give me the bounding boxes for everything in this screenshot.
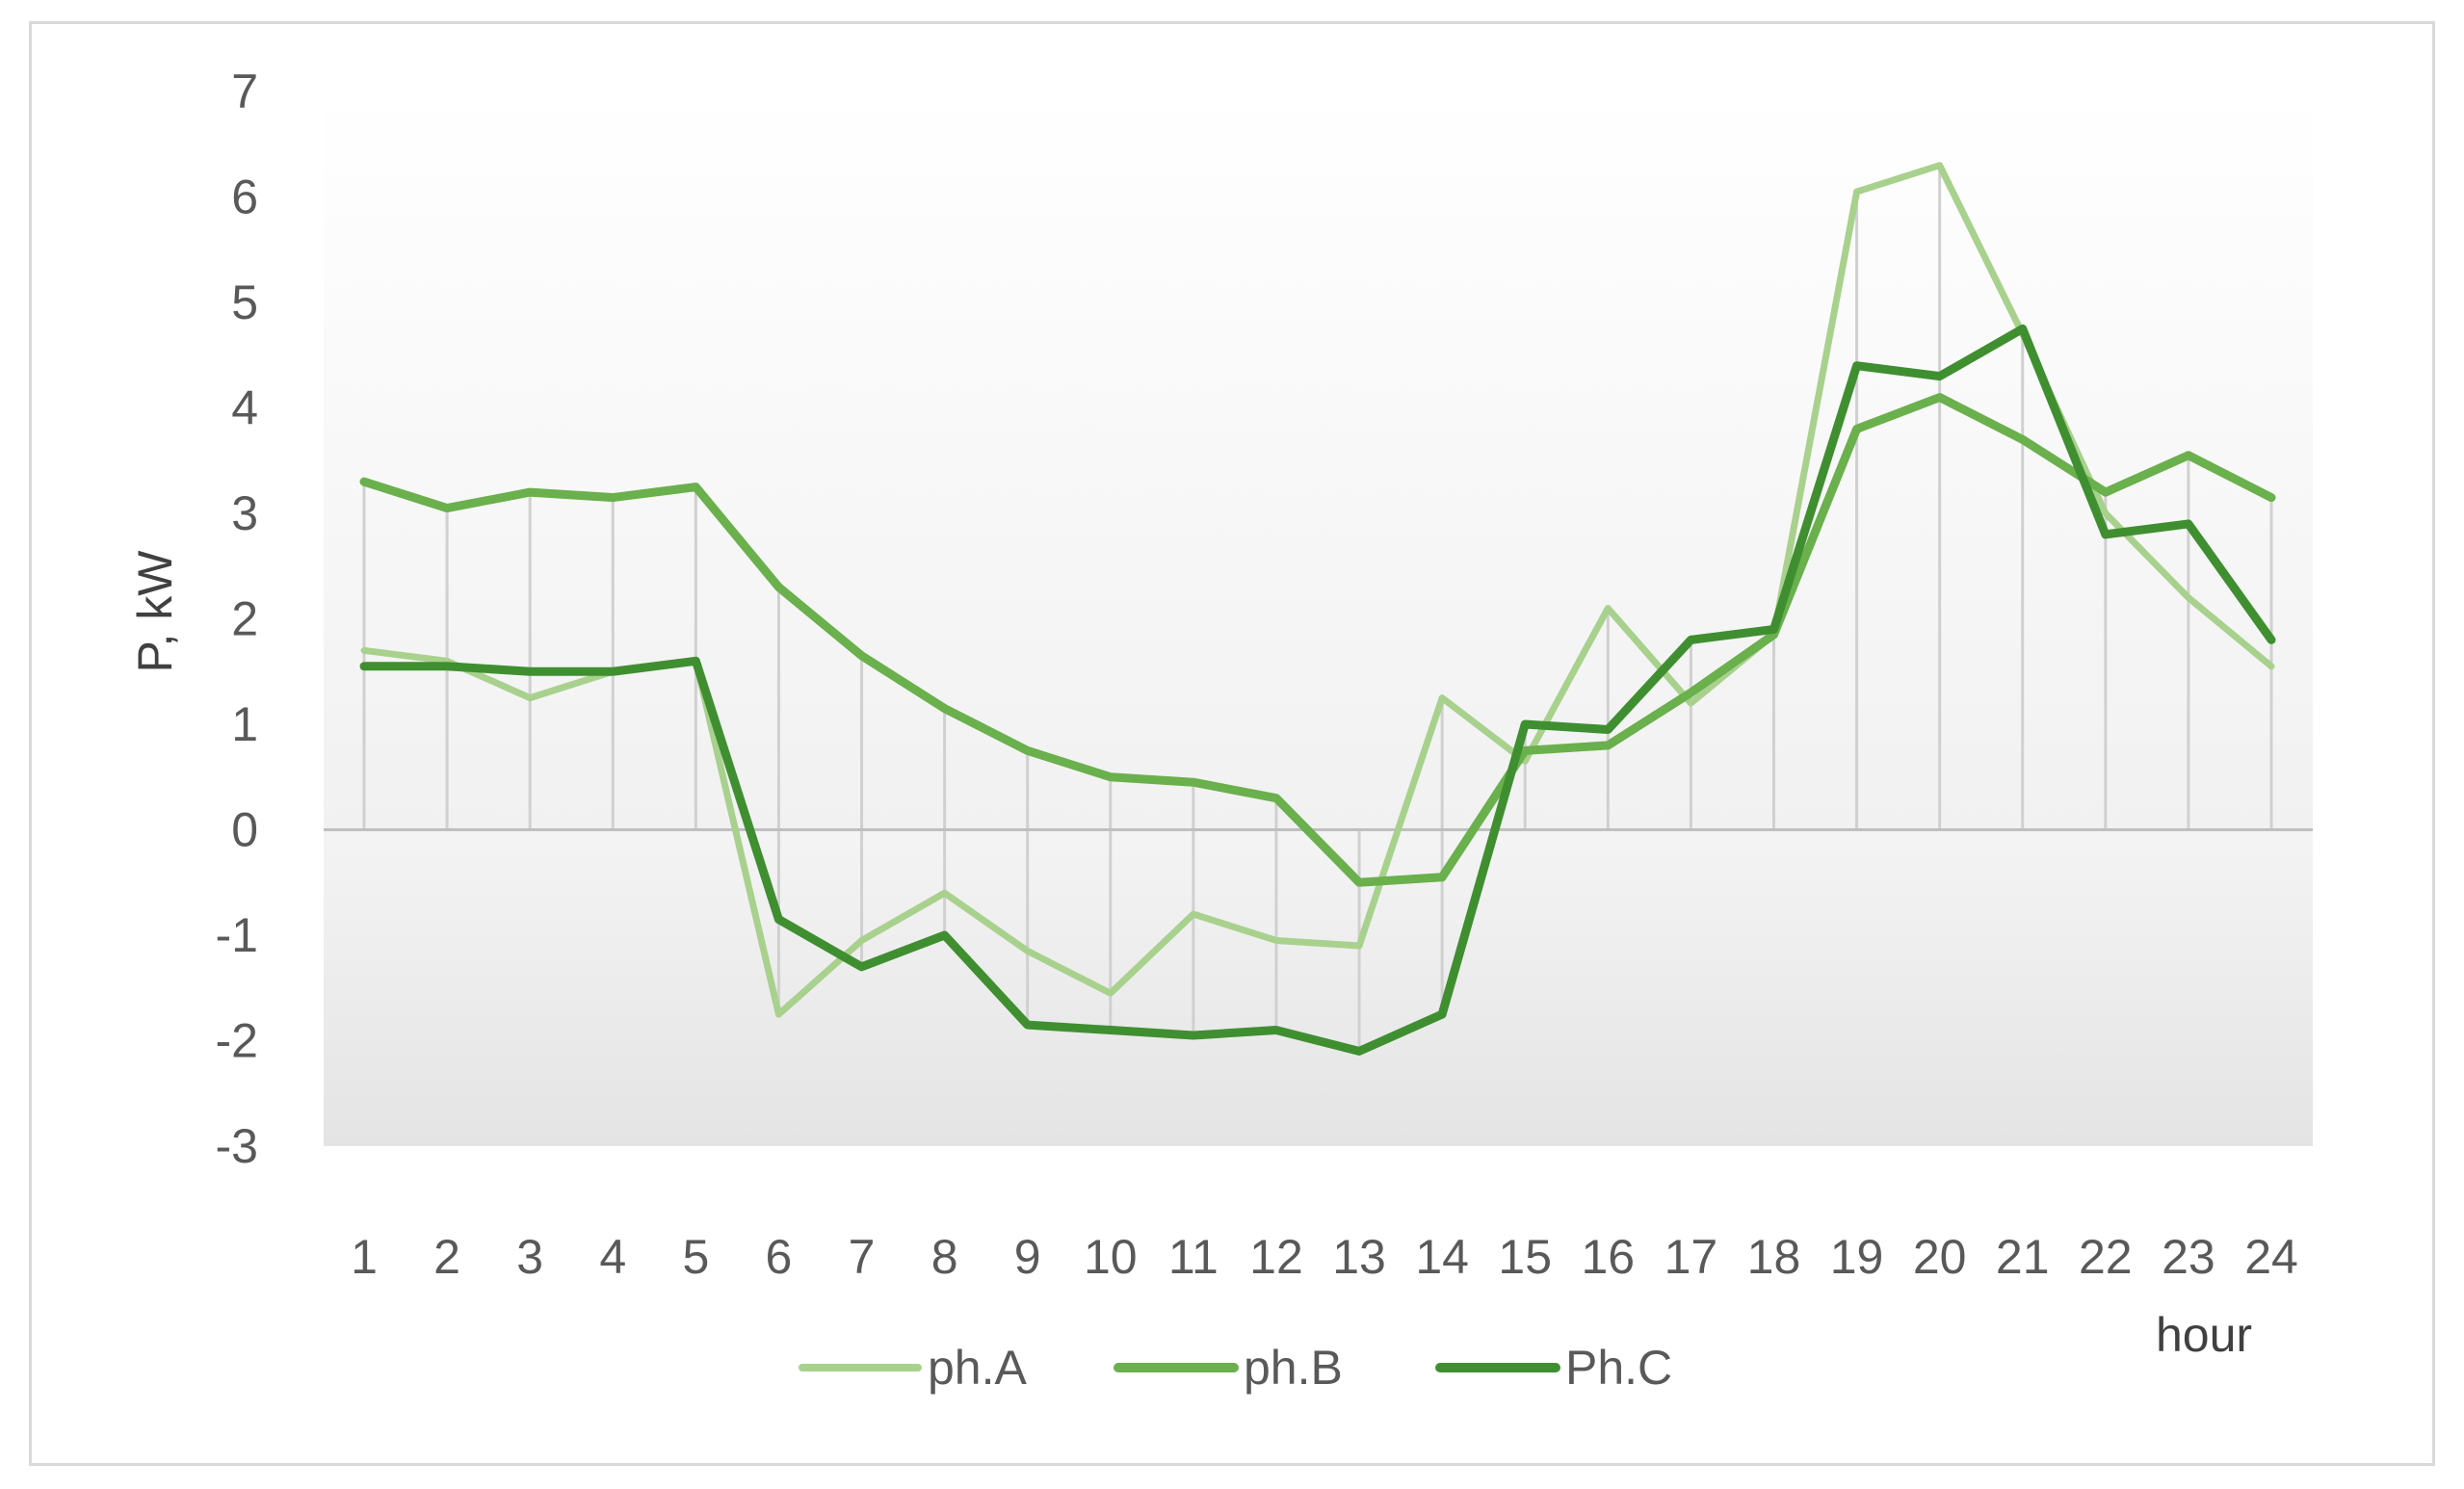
x-axis: 1 2 3 4 5 6 7 8 9 10 11 12 13 14 15 16 17 18 19 20 21 22 23 24	[351, 1230, 2298, 1284]
y-tick-label: 3	[231, 486, 258, 540]
x-tick-label: 11	[1168, 1230, 1219, 1284]
legend-label: Ph.C	[1565, 1341, 1672, 1395]
x-tick-label: 7	[849, 1230, 876, 1284]
chart-frame: -3 -2 -1 0 1 2 3 4 5 6 7 1 2 3 4 5 6 7 8 9 10 11 12 13 14 15 16 17…	[29, 21, 2435, 1466]
y-axis: -3 -2 -1 0 1 2 3 4 5 6 7	[216, 65, 258, 1173]
x-tick-label: 3	[516, 1230, 543, 1284]
positive-region	[324, 91, 2313, 830]
y-tick-label: 1	[231, 697, 258, 751]
series-line-ph-c	[359, 324, 2276, 1056]
x-tick-label: 20	[1913, 1230, 1967, 1284]
x-tick-label: 14	[1415, 1230, 1469, 1284]
plot-background	[324, 91, 2313, 1146]
legend-label: ph.A	[928, 1341, 1028, 1395]
x-tick-label: 24	[2244, 1230, 2298, 1284]
x-tick-label: 2	[433, 1230, 460, 1284]
y-tick-label: -3	[216, 1119, 258, 1173]
legend: ph.A ph.B Ph.C	[799, 1341, 1672, 1395]
series-line-ph-b	[359, 393, 2276, 887]
y-tick-label: 6	[231, 170, 258, 224]
x-tick-label: 17	[1665, 1230, 1718, 1284]
x-tick-label: 8	[931, 1230, 958, 1284]
x-tick-label: 1	[351, 1230, 378, 1284]
x-tick-label: 13	[1332, 1230, 1386, 1284]
y-axis-title: P, kW	[128, 550, 182, 673]
x-tick-label: 6	[766, 1230, 793, 1284]
y-tick-label: -2	[216, 1014, 258, 1068]
x-tick-label: 4	[599, 1230, 626, 1284]
negative-region	[324, 829, 2313, 1146]
x-tick-label: 23	[2162, 1230, 2215, 1284]
legend-label: ph.B	[1244, 1341, 1343, 1395]
x-tick-label: 18	[1747, 1230, 1801, 1284]
series-lines	[359, 162, 2276, 1056]
y-tick-label: 2	[231, 592, 258, 646]
x-tick-label: 21	[1996, 1230, 2050, 1284]
x-tick-label: 19	[1830, 1230, 1884, 1284]
y-tick-label: 4	[231, 381, 258, 435]
x-tick-label: 15	[1498, 1230, 1552, 1284]
y-tick-label: 7	[231, 65, 258, 118]
x-tick-label: 5	[682, 1230, 709, 1284]
y-tick-label: 0	[231, 803, 258, 857]
x-tick-label: 10	[1084, 1230, 1138, 1284]
y-tick-label: -1	[216, 908, 258, 962]
x-tick-label: 16	[1581, 1230, 1635, 1284]
x-tick-label: 9	[1014, 1230, 1041, 1284]
x-tick-label: 12	[1249, 1230, 1303, 1284]
y-tick-label: 5	[231, 275, 258, 329]
x-tick-label: 22	[2079, 1230, 2133, 1284]
x-axis-title: hour	[2156, 1308, 2252, 1362]
